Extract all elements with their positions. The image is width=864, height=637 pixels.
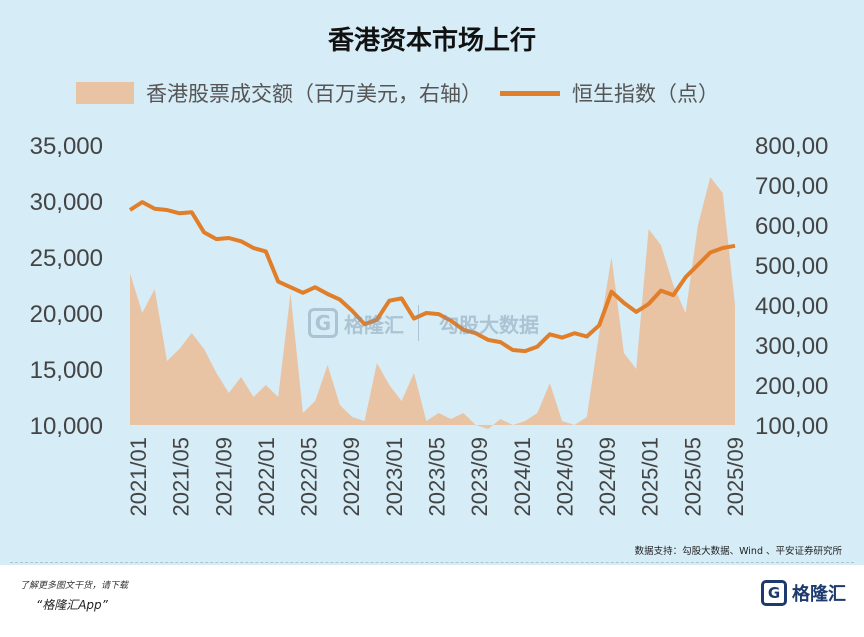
x-axis-tick-label: 2025/05 [680,437,705,517]
series-area-turnover [130,177,735,429]
x-axis-tick-label: 2021/09 [211,437,236,517]
watermark-logo-icon: G [308,308,338,338]
right-axis-tick-label: 300,00 [755,333,828,360]
footer-brand[interactable]: G 格隆汇 [761,580,846,606]
legend-area-swatch [76,82,134,104]
x-axis-tick-label: 2024/09 [595,437,620,517]
x-axis-tick-label: 2022/05 [297,437,322,517]
watermark-right-text: 勾股大数据 [439,312,539,337]
x-axis-tick-label: 2023/09 [467,437,492,517]
x-axis-tick-label: 2024/05 [552,437,577,517]
chart-legend: 香港股票成交额（百万美元，右轴） 恒生指数（点） [76,78,719,108]
right-axis-tick-label: 100,00 [755,413,828,440]
chart-title: 香港资本市场上行 [327,26,536,56]
right-axis-tick-label: 800,00 [755,133,828,160]
footer-app-name: “格隆汇App” [36,598,108,612]
right-axis-tick-label: 500,00 [755,253,828,280]
legend-line-swatch [500,90,560,96]
right-axis-tick-label: 600,00 [755,213,828,240]
left-axis-tick-label: 35,000 [30,133,103,160]
left-axis-tick-label: 20,000 [30,301,103,328]
footer-divider [10,562,854,563]
watermark-left-text: 格隆汇 [344,312,404,337]
left-axis-tick-label: 30,000 [30,189,103,216]
right-axis-tick-label: 700,00 [755,173,828,200]
chart-plot: 10,000 15,000 20,000 25,000 30,000 35,000 100,… [30,133,829,517]
right-axis-tick-label: 400,00 [755,293,828,320]
legend-area-label: 香港股票成交额（百万美元，右轴） [146,82,482,106]
x-axis-tick-label: 2021/05 [169,437,194,517]
left-axis-tick-label: 15,000 [30,357,103,384]
x-axis-tick-label: 2021/01 [126,437,151,517]
brand-logo-icon: G [761,580,787,606]
brand-name: 格隆汇 [792,584,846,605]
series-line-hsi [128,200,736,354]
footer-download-text: 了解更多图文干货，请下载 [20,581,129,591]
x-axis-tick-label: 2024/01 [510,437,535,517]
watermark-divider [418,305,419,341]
left-axis-tick-label: 25,000 [30,245,103,272]
legend-line-label: 恒生指数（点） [572,82,719,106]
x-axis-tick-label: 2022/01 [254,437,279,517]
x-axis-tick-label: 2023/05 [425,437,450,517]
x-axis-tick-label: 2022/09 [339,437,364,517]
x-axis-tick-label: 2025/09 [723,437,748,517]
chart-source: 数据支持：勾股大数据、Wind 、平安证券研究所 [634,546,842,557]
left-axis-tick-label: 10,000 [30,413,103,440]
x-axis-tick-label: 2025/01 [638,437,663,517]
x-axis-tick-label: 2023/01 [382,437,407,517]
watermark: G 格隆汇 勾股大数据 [308,305,539,341]
right-axis-tick-label: 200,00 [755,373,828,400]
